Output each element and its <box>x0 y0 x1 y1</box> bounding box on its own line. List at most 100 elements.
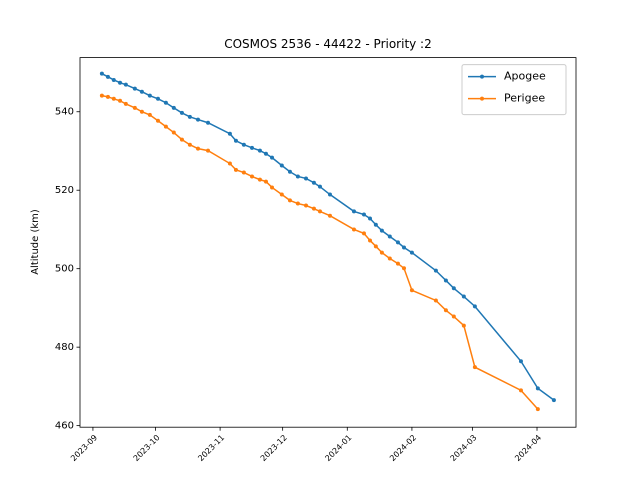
data-point <box>387 234 392 239</box>
data-point <box>250 145 255 150</box>
data-point <box>518 359 523 364</box>
data-point <box>317 209 322 214</box>
data-point <box>351 227 356 232</box>
data-point <box>361 212 366 217</box>
data-point <box>443 278 448 283</box>
data-point <box>433 268 438 273</box>
data-point <box>227 131 232 136</box>
y-tick-label: 480 <box>55 342 74 353</box>
data-point <box>163 100 168 105</box>
y-tick-label: 500 <box>55 264 74 275</box>
chart-title: COSMOS 2536 - 44422 - Priority :2 <box>224 37 432 51</box>
data-point <box>179 110 184 115</box>
data-point <box>287 198 292 203</box>
data-point <box>233 167 238 172</box>
data-point <box>401 245 406 250</box>
data-point <box>317 184 322 189</box>
data-point <box>270 185 275 190</box>
data-point <box>111 96 116 101</box>
data-point <box>147 112 152 117</box>
data-point <box>395 240 400 245</box>
data-point <box>451 286 456 291</box>
data-point <box>327 213 332 218</box>
data-point <box>461 294 466 299</box>
data-point <box>368 238 373 243</box>
data-point <box>535 407 540 412</box>
data-point <box>132 86 137 91</box>
data-point <box>241 170 246 175</box>
data-point <box>295 174 300 179</box>
data-point <box>409 288 414 293</box>
data-point <box>461 323 466 328</box>
data-point <box>351 209 356 214</box>
data-point <box>155 118 160 123</box>
data-point <box>118 98 123 103</box>
legend-marker <box>480 96 484 101</box>
data-point <box>409 250 414 255</box>
data-point <box>233 138 238 143</box>
data-point <box>179 137 184 142</box>
legend-marker <box>480 74 484 79</box>
data-point <box>111 77 116 82</box>
data-point <box>139 89 144 94</box>
data-point <box>187 142 192 147</box>
data-point <box>379 250 384 255</box>
y-tick-label: 520 <box>55 185 74 196</box>
data-point <box>443 308 448 313</box>
data-point <box>387 256 392 261</box>
data-point <box>241 142 246 147</box>
legend-label: Perigee <box>504 92 545 105</box>
data-point <box>279 192 284 197</box>
data-point <box>295 201 300 206</box>
plot-frame <box>79 57 577 428</box>
data-point <box>361 231 366 236</box>
data-point <box>132 105 137 110</box>
data-point <box>472 304 477 309</box>
data-point <box>263 179 268 184</box>
data-point <box>139 109 144 114</box>
data-point <box>123 82 128 87</box>
data-point <box>105 94 110 99</box>
data-point <box>401 266 406 271</box>
data-point <box>155 96 160 101</box>
data-point <box>373 222 378 227</box>
legend-label: Apogee <box>504 70 546 83</box>
data-point <box>279 163 284 168</box>
data-point <box>311 206 316 211</box>
data-point <box>118 80 123 85</box>
data-point <box>535 386 540 391</box>
series-line <box>101 73 555 401</box>
data-point <box>327 192 332 197</box>
data-point <box>196 146 201 151</box>
data-point <box>163 124 168 129</box>
data-point <box>433 298 438 303</box>
data-point <box>270 155 275 160</box>
data-point <box>373 244 378 249</box>
data-point <box>206 120 211 125</box>
data-point <box>287 169 292 174</box>
data-point <box>99 71 104 76</box>
y-tick-label: 540 <box>55 107 74 118</box>
data-point <box>263 151 268 156</box>
data-point <box>99 93 104 98</box>
data-point <box>105 74 110 79</box>
data-point <box>227 161 232 166</box>
data-point <box>518 388 523 393</box>
data-point <box>196 117 201 122</box>
data-point <box>171 130 176 135</box>
data-point <box>147 93 152 98</box>
data-point <box>379 228 384 233</box>
data-point <box>187 114 192 119</box>
data-point <box>304 203 309 208</box>
data-point <box>257 148 262 153</box>
data-point <box>311 180 316 185</box>
data-point <box>472 365 477 370</box>
data-point <box>395 261 400 266</box>
data-point <box>551 398 556 403</box>
data-point <box>257 177 262 182</box>
y-axis-label: Altitude (km) <box>30 209 41 275</box>
data-point <box>304 176 309 181</box>
data-point <box>451 314 456 319</box>
y-tick-label: 460 <box>55 421 74 432</box>
